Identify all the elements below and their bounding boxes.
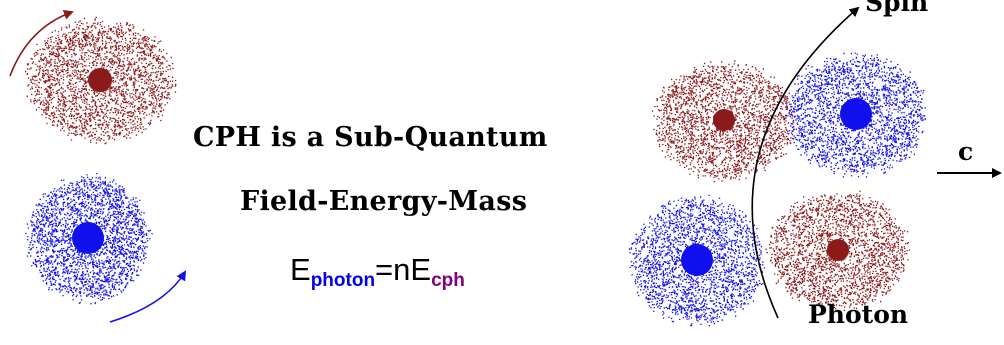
red-cph-particle-bottom <box>765 190 911 311</box>
blue-cph-particle-bottom <box>628 194 768 327</box>
title-line-2: Field-Energy-Mass <box>240 186 528 217</box>
formula-equals-n: =nE <box>375 252 432 287</box>
energy-formula: Ephoton=nEcph <box>290 252 465 291</box>
photon-label: Photon <box>808 300 909 329</box>
blue-cph-particle-top <box>783 52 926 178</box>
formula-photon-subscript: photon <box>310 270 376 291</box>
blue-rotation-arrow <box>109 270 187 323</box>
red-rotation-arrow <box>9 10 74 77</box>
formula-cph-subscript: cph <box>431 270 465 291</box>
spin-label: Spin <box>865 0 929 17</box>
red-cph-particle-left <box>24 16 177 145</box>
formula-main-symbol: E <box>290 252 311 287</box>
blue-cph-particle-left <box>25 173 153 305</box>
red-cph-particle-top <box>651 60 797 183</box>
spin-arrow <box>751 6 860 319</box>
c-label: c <box>958 137 974 166</box>
title-line-1: CPH is a Sub-Quantum <box>193 122 548 153</box>
particle-layer <box>24 16 926 327</box>
